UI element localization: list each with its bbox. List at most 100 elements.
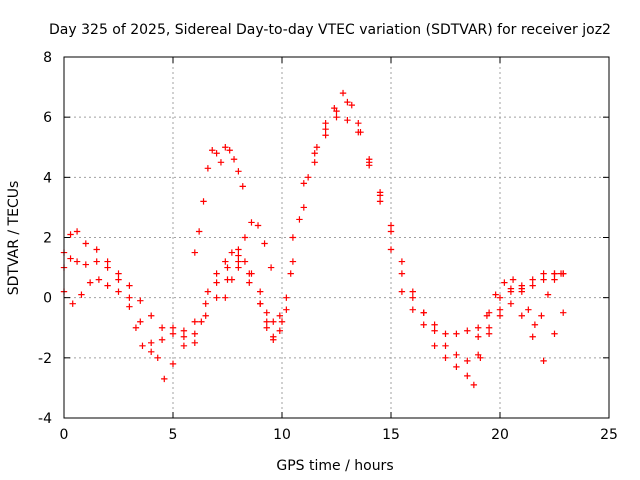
data-point — [453, 363, 460, 371]
data-point — [485, 330, 493, 337]
data-point — [235, 246, 242, 253]
data-point — [464, 327, 471, 334]
data-point — [529, 333, 536, 340]
data-point — [525, 306, 532, 313]
data-point — [235, 168, 242, 175]
data-point — [213, 279, 220, 286]
data-point — [180, 327, 188, 334]
data-point — [560, 309, 567, 316]
data-point — [518, 312, 525, 319]
data-point — [195, 228, 203, 235]
data-point — [311, 150, 318, 157]
series-track-3 — [60, 89, 567, 365]
data-point — [104, 264, 111, 271]
data-point — [366, 156, 373, 163]
data-point — [409, 306, 416, 313]
x-tick-label: 10 — [273, 427, 291, 443]
data-point — [344, 116, 351, 124]
data-point — [475, 333, 482, 340]
data-point — [344, 98, 351, 106]
data-point — [333, 113, 340, 121]
data-point — [366, 162, 373, 169]
data-point — [283, 294, 290, 301]
data-point — [540, 276, 547, 283]
data-point — [191, 249, 198, 256]
data-point — [300, 204, 307, 211]
data-point — [507, 300, 515, 307]
x-tick-label: 20 — [491, 427, 509, 443]
data-point — [551, 270, 558, 277]
data-point — [398, 288, 406, 295]
y-axis-title: SDTVAR / TECUs — [6, 181, 22, 296]
x-tick-label: 0 — [60, 427, 69, 443]
data-point — [115, 288, 122, 295]
data-point — [551, 330, 558, 337]
series-track-1 — [60, 113, 567, 337]
data-point — [115, 270, 122, 277]
data-point — [276, 312, 284, 319]
data-point — [289, 258, 297, 265]
data-point — [551, 276, 558, 283]
data-point — [420, 321, 427, 328]
data-point — [475, 324, 482, 331]
data-point — [387, 222, 395, 229]
x-tick-label: 5 — [169, 427, 178, 443]
data-point — [492, 291, 499, 298]
data-point — [158, 336, 166, 343]
data-point — [213, 270, 220, 277]
data-point — [409, 294, 416, 301]
data-point — [322, 126, 329, 133]
data-point — [230, 156, 238, 163]
data-point — [509, 276, 517, 283]
data-point — [235, 264, 242, 271]
series-track-2 — [60, 98, 567, 389]
data-point — [239, 183, 246, 190]
data-point — [270, 336, 277, 343]
data-point — [248, 270, 255, 277]
data-point — [557, 270, 565, 277]
data-point — [267, 264, 275, 271]
data-point — [228, 276, 236, 283]
x-tick-label: 25 — [600, 427, 618, 443]
data-point — [409, 288, 416, 295]
data-point — [270, 318, 277, 325]
chart-title: Day 325 of 2025, Sidereal Day-to-day VTE… — [49, 22, 611, 38]
data-point — [93, 258, 100, 265]
data-point — [226, 147, 233, 154]
data-point — [453, 330, 460, 337]
data-point — [139, 342, 146, 349]
data-point — [420, 309, 427, 316]
data-point — [518, 285, 525, 292]
data-point — [82, 261, 89, 268]
data-point — [213, 294, 220, 301]
data-point — [202, 312, 209, 319]
data-point — [132, 324, 140, 331]
data-point — [376, 198, 384, 205]
data-point — [224, 264, 231, 271]
data-point — [126, 282, 133, 289]
series-track-5 — [222, 219, 275, 301]
data-point — [300, 180, 307, 187]
data-point — [254, 222, 262, 229]
data-point — [169, 360, 177, 368]
data-point — [209, 147, 216, 154]
data-point — [431, 342, 438, 349]
data-point — [538, 312, 545, 319]
data-point — [126, 303, 133, 310]
data-point — [475, 351, 482, 359]
data-point — [464, 357, 471, 365]
data-point — [67, 255, 74, 262]
data-point — [287, 270, 294, 277]
data-point — [485, 324, 493, 331]
data-point — [398, 270, 406, 277]
data-point — [204, 165, 212, 172]
data-point — [544, 291, 552, 298]
data-point — [222, 294, 229, 301]
data-point — [311, 159, 318, 166]
data-point — [217, 159, 225, 166]
data-point — [235, 252, 242, 259]
data-point — [501, 279, 508, 286]
data-point — [180, 333, 188, 340]
